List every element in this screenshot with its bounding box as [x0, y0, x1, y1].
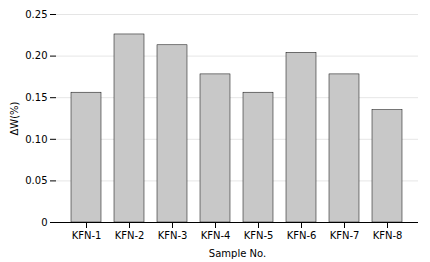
svg-text:0: 0	[41, 217, 47, 228]
svg-text:Sample No.: Sample No.	[209, 248, 266, 259]
svg-text:0.25: 0.25	[25, 9, 47, 20]
svg-text:KFN-4: KFN-4	[201, 230, 231, 241]
svg-text:0.20: 0.20	[25, 50, 47, 61]
svg-text:ΔW(%): ΔW(%)	[9, 101, 20, 135]
svg-text:KFN-8: KFN-8	[373, 230, 403, 241]
svg-text:KFN-3: KFN-3	[158, 230, 188, 241]
svg-text:KFN-1: KFN-1	[72, 230, 102, 241]
svg-text:KFN-6: KFN-6	[287, 230, 317, 241]
svg-text:KFN-2: KFN-2	[115, 230, 145, 241]
svg-text:0.15: 0.15	[25, 92, 47, 103]
svg-text:KFN-5: KFN-5	[244, 230, 274, 241]
svg-text:0.10: 0.10	[25, 134, 47, 145]
svg-text:KFN-7: KFN-7	[330, 230, 360, 241]
svg-text:0.05: 0.05	[25, 175, 47, 186]
